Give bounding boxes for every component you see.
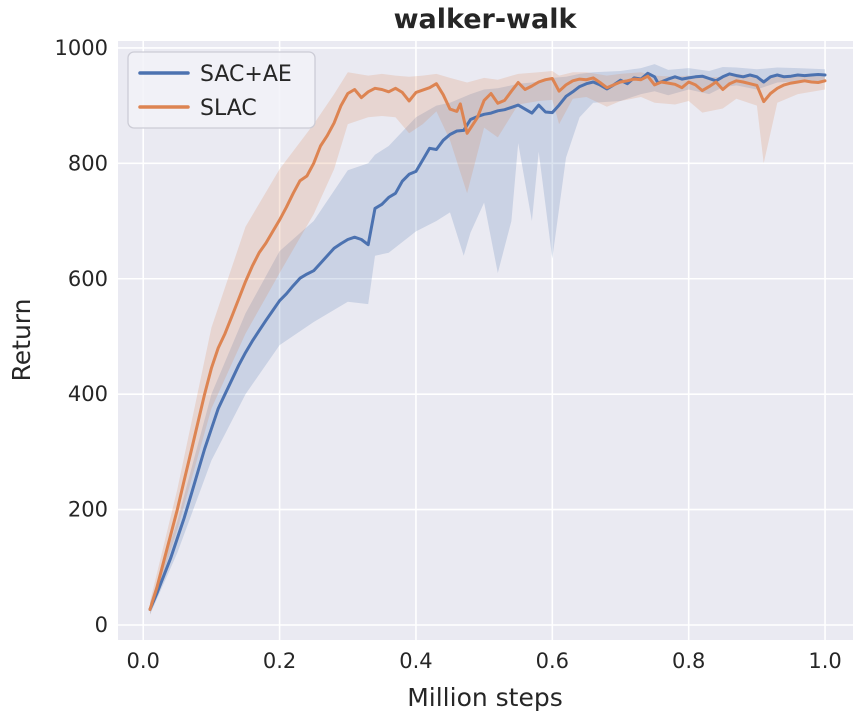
chart-title: walker-walk: [394, 4, 578, 35]
y-tick-label: 600: [68, 267, 108, 291]
y-tick-label: 200: [68, 498, 108, 522]
y-tick-label: 400: [68, 382, 108, 406]
series-group: [148, 64, 827, 615]
plot-area: [118, 41, 853, 640]
legend: SAC+AE SLAC: [127, 51, 316, 129]
x-axis-label: Million steps: [407, 683, 563, 712]
y-axis-label: Return: [7, 299, 36, 382]
x-tick-label: 0.6: [536, 649, 569, 673]
line-sac+ae: [148, 71, 827, 611]
x-tick-label: 0.8: [672, 649, 705, 673]
legend-label-slac: SLAC: [200, 96, 257, 121]
x-tick-label: 0.2: [263, 649, 296, 673]
x-tick-label: 0.4: [399, 649, 432, 673]
legend-box: [127, 51, 316, 129]
legend-label-sac-ae: SAC+AE: [200, 62, 292, 87]
y-tick-label: 0: [95, 613, 108, 637]
x-tick-label: 1.0: [808, 649, 841, 673]
gridlines: [118, 41, 853, 640]
line-slac: [148, 74, 827, 611]
y-tick-label: 1000: [55, 36, 108, 60]
y-tick-label: 800: [68, 151, 108, 175]
confidence-band-sac+ae: [150, 64, 825, 615]
tick-labels: 0.0 0.2 0.4 0.6 0.8 1.0 0 200 400 600 800 1000: [55, 36, 842, 673]
x-tick-label: 0.0: [127, 649, 160, 673]
